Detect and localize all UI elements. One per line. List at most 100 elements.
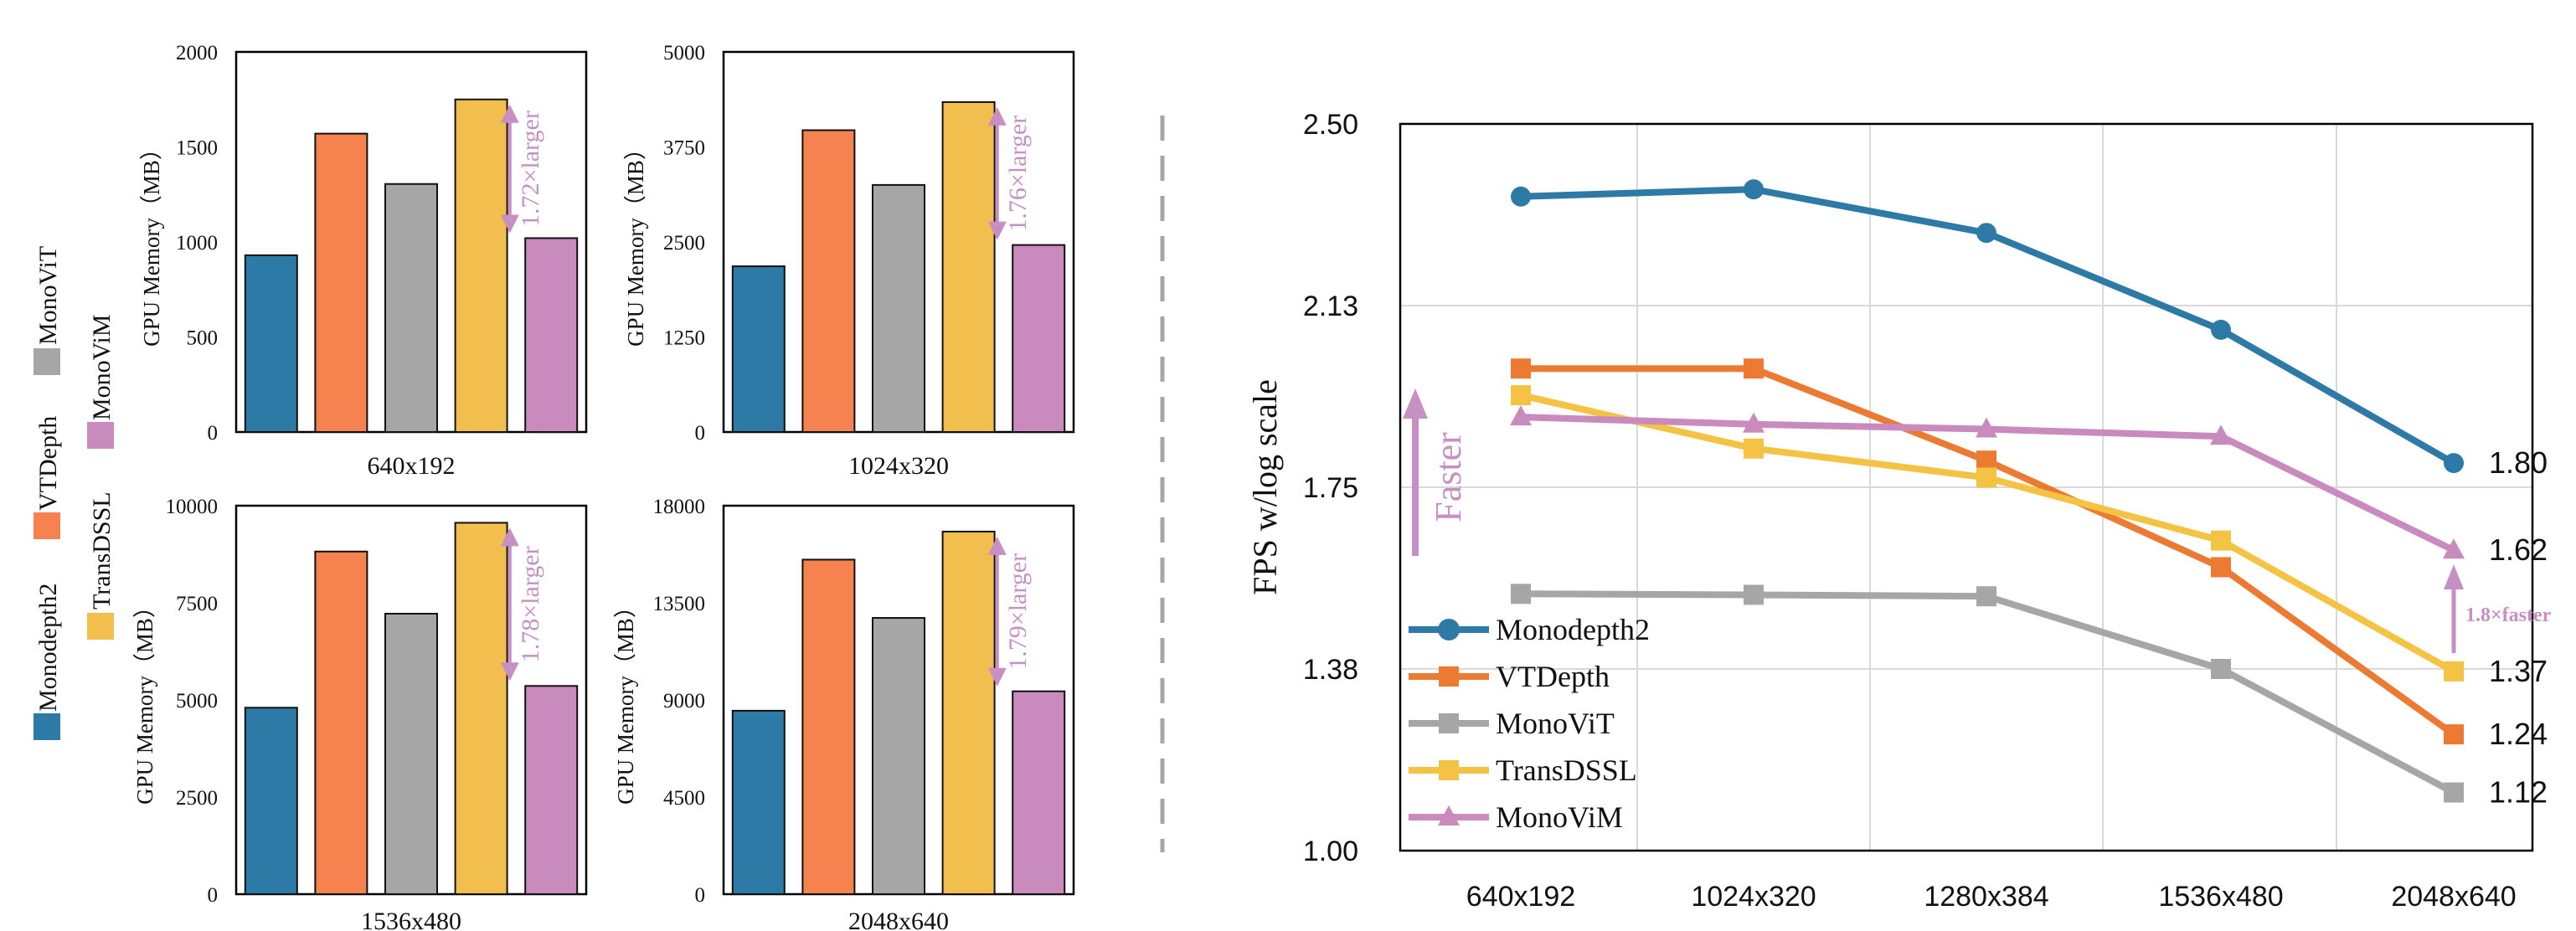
legend-label: TransDSSL bbox=[1496, 754, 1637, 787]
bar-monodepth2 bbox=[244, 254, 298, 434]
end-value-label: 1.12 bbox=[2489, 775, 2548, 810]
legend-item-vtdepth: VTDepth bbox=[1409, 660, 1610, 693]
end-value-label: 1.62 bbox=[2489, 532, 2548, 567]
y-tick-label: 1.38 bbox=[1303, 654, 1358, 686]
fps-line-chart: 1.00 1.38 1.75 2.13 2.50 640x192 1024x320 1280x… bbox=[1246, 109, 2552, 913]
bar-monovit bbox=[872, 183, 925, 433]
annotation-label: 1.78×larger bbox=[517, 546, 544, 662]
data-point bbox=[2443, 538, 2465, 559]
legend-marker bbox=[1439, 760, 1459, 780]
y-tick-label: 2.50 bbox=[1303, 109, 1358, 141]
bar-vtdepth bbox=[314, 132, 368, 434]
faster-arrow-head bbox=[1403, 388, 1428, 419]
legend-item-monodepth2: Monodepth2 bbox=[1409, 613, 1650, 646]
legend-swatch-monodepth2 bbox=[33, 713, 60, 740]
bar-monovit bbox=[384, 183, 438, 433]
bar-monovim bbox=[524, 237, 579, 433]
bar-transdssl bbox=[454, 98, 508, 433]
y-tick-label: 13500 bbox=[653, 593, 706, 615]
legend-label-vtdepth: VTDepth bbox=[34, 416, 62, 511]
annotation-arrow-head-down bbox=[987, 667, 1007, 687]
speedup-arrow-head bbox=[2444, 564, 2464, 589]
data-point bbox=[2444, 782, 2464, 803]
bar-legend: Monodepth2 TransDSSL VTDepth MonoViM MonoViT bbox=[33, 246, 116, 740]
annotation-arrow-head-down bbox=[500, 662, 519, 682]
panel-title: 1536x480 bbox=[361, 908, 461, 931]
bar-monovit bbox=[384, 612, 438, 895]
data-point bbox=[2444, 453, 2464, 474]
legend-label: MonoViT bbox=[1496, 707, 1615, 740]
legend-label-transdssl: TransDSSL bbox=[88, 491, 116, 610]
y-tick-label: 0 bbox=[695, 884, 706, 907]
data-point bbox=[2210, 424, 2232, 445]
legend-label-monovit: MonoViT bbox=[34, 246, 62, 345]
legend-label-monovim: MonoViM bbox=[88, 314, 116, 420]
data-point bbox=[1743, 412, 1765, 433]
bar-vtdepth bbox=[314, 550, 368, 895]
speedup-label: 1.8×faster bbox=[2465, 604, 2552, 626]
y-tick-label: 1000 bbox=[176, 232, 218, 255]
bar-panels: 0 500 1000 1500 2000 1.72×larger GPU Memory（MB… bbox=[132, 42, 1075, 931]
series-line bbox=[1520, 590, 2455, 796]
y-axis-label: FPS w/log scale bbox=[1246, 379, 1284, 595]
y-tick-label: 5000 bbox=[176, 690, 218, 712]
bar-monodepth2 bbox=[731, 709, 786, 896]
data-point bbox=[2211, 530, 2231, 551]
bar-monodepth2 bbox=[731, 265, 786, 433]
end-value-label: 1.80 bbox=[2489, 445, 2548, 480]
annotation-label: 1.79×larger bbox=[1004, 553, 1032, 670]
series-vtdepth: 1.24 bbox=[1511, 358, 2548, 751]
bar-panel-1024x320: 0 1250 2500 3750 5000 1.76×larger GPU Memory（M… bbox=[623, 42, 1075, 480]
data-point bbox=[1511, 385, 1531, 406]
data-point bbox=[1976, 586, 1996, 607]
x-tick-label: 1536x480 bbox=[2158, 881, 2283, 913]
bar-transdssl bbox=[941, 530, 996, 896]
y-tick-label: 500 bbox=[187, 327, 219, 350]
legend-marker bbox=[1439, 666, 1459, 687]
y-tick-label: 0 bbox=[208, 422, 219, 445]
data-point bbox=[2211, 659, 2231, 679]
bar-monovim bbox=[1012, 690, 1066, 896]
legend-label-monodepth2: Monodepth2 bbox=[34, 584, 62, 712]
legend-label: MonoViM bbox=[1496, 800, 1623, 834]
panel-title: 640x192 bbox=[368, 452, 456, 480]
y-tick-label: 2.13 bbox=[1303, 291, 1358, 322]
annotation-label: 1.72×larger bbox=[517, 111, 544, 227]
x-tick-label: 1280x384 bbox=[1924, 881, 2048, 913]
y-tick-label: 4500 bbox=[663, 787, 705, 810]
series-transdssl: 1.37 bbox=[1511, 385, 2548, 688]
x-tick-label: 640x192 bbox=[1466, 881, 1575, 913]
plot-frame bbox=[1399, 122, 2534, 852]
series-monovit: 1.12 bbox=[1511, 584, 2548, 810]
legend-marker bbox=[1438, 619, 1460, 640]
annotation-arrow-head-up bbox=[500, 527, 519, 547]
data-point bbox=[1976, 467, 1996, 488]
legend-swatch-vtdepth bbox=[33, 512, 60, 539]
x-tick-label: 1024x320 bbox=[1691, 881, 1816, 913]
annotation-arrow-head-up bbox=[500, 104, 519, 123]
data-point bbox=[2444, 724, 2464, 745]
data-point bbox=[1976, 223, 1996, 244]
bar-vtdepth bbox=[801, 129, 856, 434]
x-tick-label: 2048x640 bbox=[2391, 881, 2516, 913]
y-axis-label: GPU Memory（MB） bbox=[139, 137, 164, 347]
data-point bbox=[1744, 584, 1764, 605]
bar-monovim bbox=[1012, 244, 1066, 433]
legend-label: VTDepth bbox=[1496, 660, 1610, 693]
bar-panel-1536x480: 0 2500 5000 7500 10000 1.78×larger GPU Memory（… bbox=[132, 496, 588, 931]
panel-title: 1024x320 bbox=[848, 452, 949, 480]
y-tick-label: 2500 bbox=[176, 787, 218, 810]
y-tick-label: 9000 bbox=[663, 690, 705, 712]
data-point bbox=[1744, 358, 1764, 379]
y-tick-label: 1.75 bbox=[1303, 472, 1358, 504]
annotation-arrow-head-up bbox=[987, 106, 1007, 126]
data-point bbox=[2211, 557, 2231, 578]
data-point bbox=[1744, 438, 1764, 459]
data-point bbox=[1511, 358, 1531, 379]
faster-label: Faster bbox=[1428, 432, 1469, 522]
y-tick-label: 3750 bbox=[663, 137, 705, 160]
y-tick-label: 0 bbox=[695, 422, 706, 445]
legend-marker bbox=[1439, 713, 1459, 733]
panel-title: 2048x640 bbox=[848, 908, 949, 931]
